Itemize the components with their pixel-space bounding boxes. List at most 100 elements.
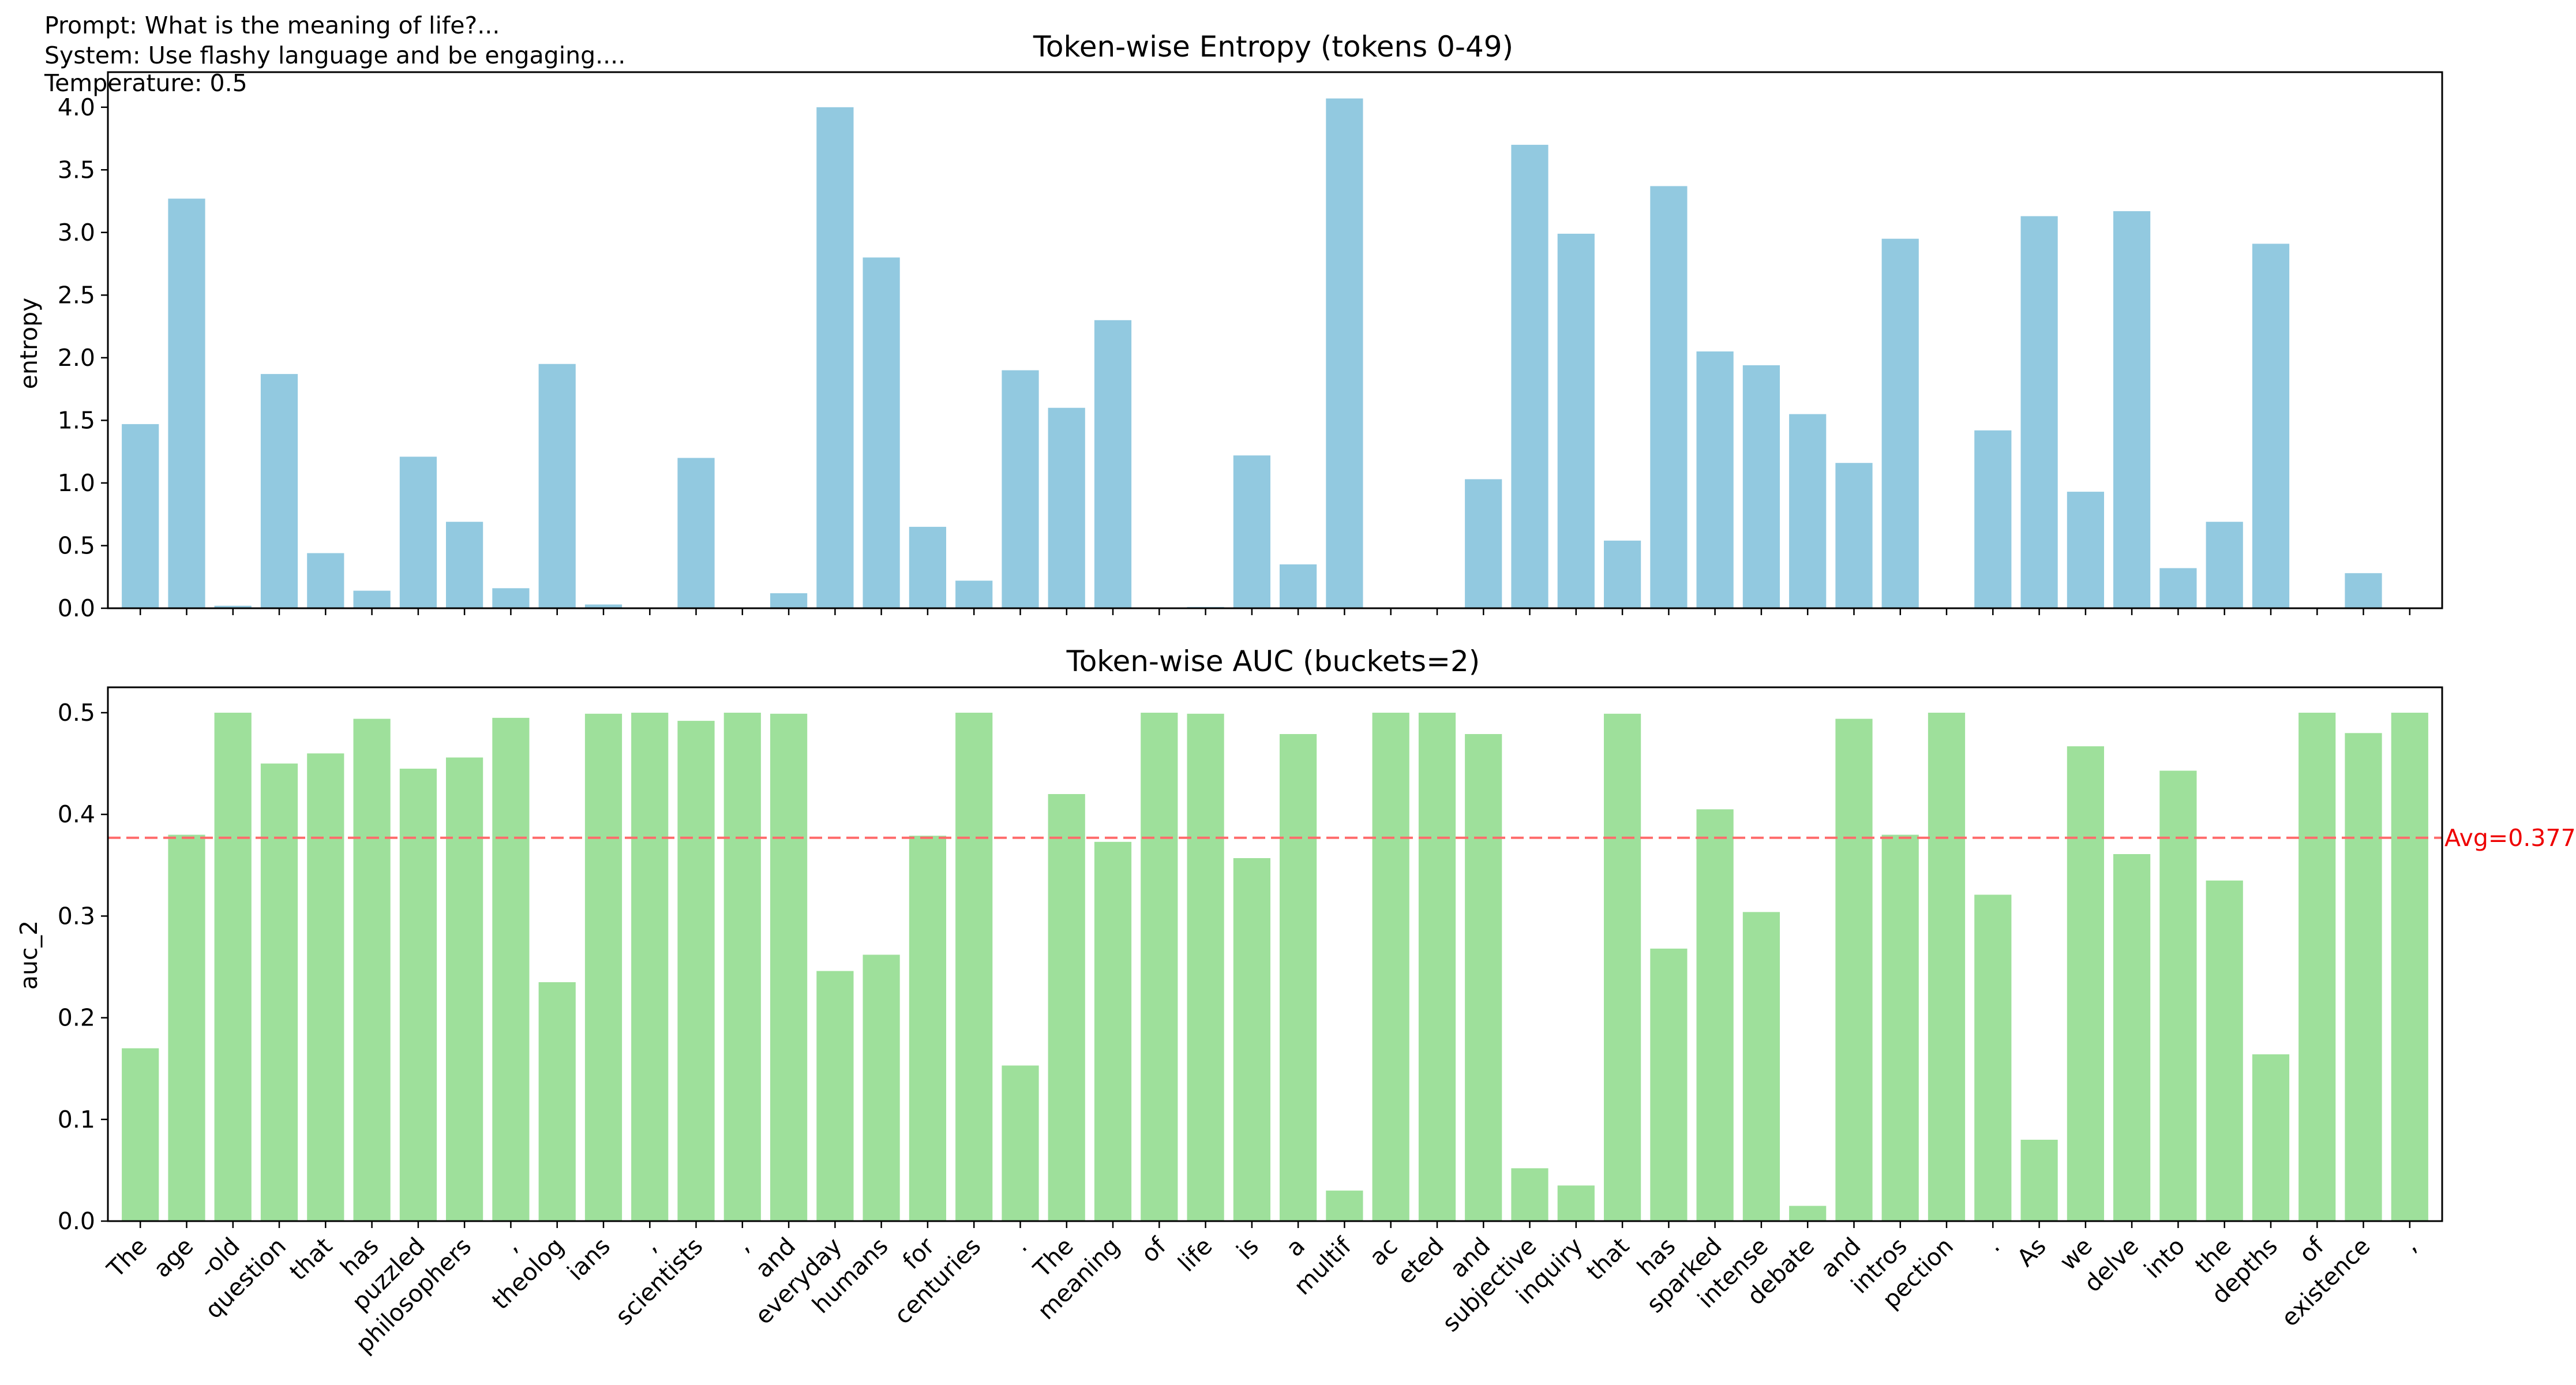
entropy-bar-and-14	[770, 593, 808, 608]
x-tick-label-the-0: The	[102, 1232, 153, 1283]
auc-y-tick-label: 0.3	[58, 902, 95, 930]
entropy-bar-has-33	[1650, 186, 1688, 608]
x-tick-label-ians-10: ians	[562, 1232, 616, 1286]
entropy-y-tick-label: 0.0	[58, 594, 95, 622]
auc-bar-as-41	[2020, 1140, 2058, 1221]
temperature-text: Temperature: 0.5	[44, 69, 248, 97]
auc-bar-the-45	[2206, 880, 2243, 1221]
x-tick-label-punct-49: ,	[2397, 1232, 2422, 1257]
auc-bar-meaning-21	[1094, 841, 1132, 1221]
x-tick-label-theolog-9: theolog	[486, 1232, 569, 1315]
auc-y-axis-label: auc_2	[15, 920, 43, 990]
auc-bar-pection-39	[1928, 713, 1966, 1221]
prompt-text: Prompt: What is the meaning of life?...	[44, 12, 500, 39]
entropy-bar-debate-36	[1789, 414, 1827, 608]
auc-bar-ians-10	[584, 713, 623, 1221]
auc-bar-punct-40	[1974, 894, 2012, 1221]
entropy-bar-the-45	[2206, 522, 2243, 608]
x-tick-label-punct-13: ,	[730, 1232, 755, 1257]
auc-bar-centuries-18	[955, 713, 993, 1221]
auc-bar-punct-49	[2391, 713, 2428, 1221]
entropy-bar-subjective-30	[1511, 144, 1548, 608]
auc-bar-delve-43	[2113, 854, 2151, 1221]
x-tick-label-as-41: As	[2012, 1232, 2052, 1272]
entropy-y-ticks: 0.0 0.5 1.0 1.5 2.0 2.5 3.0 3.5 4.0	[58, 93, 108, 622]
auc-bar-punct-11	[631, 713, 669, 1221]
auc-bar-we-42	[2067, 746, 2104, 1221]
entropy-bar-has-5	[353, 590, 391, 608]
entropy-bar-theolog-9	[538, 364, 576, 608]
entropy-bar-a-25	[1280, 564, 1317, 608]
auc-bar-philosophers-7	[446, 757, 483, 1221]
x-tick-label-is-24: is	[1231, 1232, 1264, 1265]
entropy-y-tick-label: 1.5	[58, 406, 95, 434]
x-tick-label-punct-11: ,	[637, 1232, 662, 1257]
entropy-bar-punct-40	[1974, 430, 2012, 608]
auc-bar-that-32	[1604, 713, 1641, 1221]
x-tick-label-into-44: into	[2139, 1232, 2190, 1283]
entropy-bar-the-20	[1048, 407, 1085, 608]
auc-plot-frame	[107, 686, 2443, 1222]
x-tick-label-punct-8: ,	[498, 1232, 523, 1257]
x-tick-label-that-4: that	[284, 1232, 338, 1286]
entropy-bar-the-0	[122, 424, 159, 608]
auc-bar-ac-27	[1372, 713, 1409, 1221]
entropy-y-tick-label: 4.0	[58, 93, 95, 121]
entropy-bar-everyday-15	[816, 107, 854, 609]
entropy-bar-multif-26	[1326, 98, 1363, 609]
auc-bar-everyday-15	[816, 971, 854, 1221]
entropy-bar-delve-43	[2113, 211, 2151, 608]
x-tick-label-existence-48: existence	[2276, 1232, 2376, 1332]
entropy-bar-and-29	[1465, 479, 1502, 608]
auc-bar-has-5	[353, 718, 391, 1221]
entropy-y-tick-label: 3.0	[58, 219, 95, 246]
auc-bar-inquiry-31	[1557, 1185, 1595, 1221]
entropy-bar-punct-8	[492, 588, 530, 608]
entropy-bar-philosophers-7	[446, 522, 483, 608]
auc-chart-title: Token-wise AUC (buckets=2)	[1066, 645, 1480, 678]
entropy-bar-as-41	[2020, 216, 2058, 609]
system-text: System: Use flashy language and be engag…	[44, 42, 625, 69]
auc-bar-eted-28	[1418, 713, 1456, 1221]
entropy-y-tick-label: 2.5	[58, 281, 95, 309]
auc-bar-the-0	[122, 1048, 159, 1221]
auc-bar-puzzled-6	[399, 769, 437, 1221]
entropy-bar-question-3	[260, 374, 298, 608]
auc-bar-and-14	[770, 713, 808, 1221]
x-tick-label-a-25: a	[1280, 1232, 1310, 1262]
auc-bar-punct-13	[723, 713, 761, 1221]
x-tick-label-delve-43: delve	[2079, 1232, 2144, 1297]
auc-bar-sparked-34	[1696, 809, 1734, 1221]
auc-y-tick-label: 0.1	[58, 1106, 95, 1133]
auc-bar-scientists-12	[677, 721, 715, 1221]
auc-bar-punct-8	[492, 717, 530, 1221]
x-tick-label-eted-28: eted	[1392, 1232, 1449, 1289]
auc-bar-intros-38	[1881, 834, 1919, 1221]
x-tick-label-age-1: age	[148, 1232, 199, 1283]
x-tick-label-punct-40: .	[1980, 1232, 2005, 1257]
entropy-x-ticks	[139, 608, 2411, 615]
entropy-plot-frame	[107, 71, 2443, 609]
entropy-y-tick-label: 0.5	[58, 532, 95, 560]
auc-bar-theolog-9	[538, 982, 576, 1221]
auc-bar-that-4	[307, 753, 344, 1221]
entropy-bar-old-2	[214, 605, 252, 608]
entropy-bar-humans-16	[863, 257, 900, 608]
x-tick-label-scientists-12: scientists	[610, 1232, 708, 1330]
entropy-bar-is-24	[1233, 455, 1270, 608]
auc-bar-subjective-30	[1511, 1168, 1548, 1221]
entropy-bar-punct-19	[1002, 370, 1039, 608]
auc-bar-has-33	[1650, 948, 1688, 1221]
auc-bar-the-20	[1048, 794, 1085, 1221]
average-label: Avg=0.377	[2444, 824, 2576, 852]
entropy-bar-age-1	[168, 199, 205, 608]
auc-bar-and-37	[1835, 718, 1873, 1221]
entropy-y-tick-label: 1.0	[58, 469, 95, 497]
entropy-bar-we-42	[2067, 492, 2104, 608]
entropy-bar-that-4	[307, 553, 344, 608]
entropy-bar-scientists-12	[677, 458, 715, 608]
auc-bar-question-3	[260, 763, 298, 1221]
auc-bar-punct-19	[1002, 1065, 1039, 1221]
auc-bar-debate-36	[1789, 1206, 1827, 1221]
